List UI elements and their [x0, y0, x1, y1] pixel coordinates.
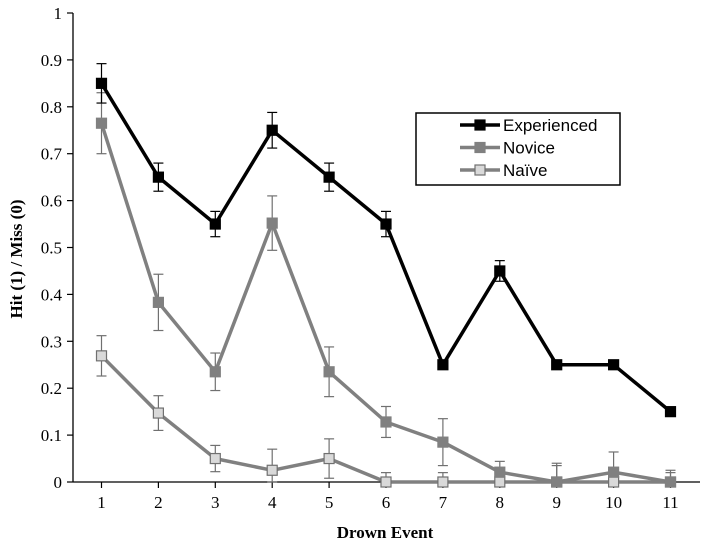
data-point	[323, 171, 335, 183]
data-point	[266, 464, 278, 476]
x-tick-label: 11	[662, 493, 678, 512]
data-point	[437, 436, 449, 448]
y-axis-title: Hit (1) / Miss (0)	[7, 200, 26, 319]
data-point	[494, 466, 506, 478]
data-point	[95, 350, 108, 362]
x-tick-label: 10	[605, 493, 622, 512]
y-tick-label: 0.9	[41, 51, 62, 70]
legend-marker	[474, 141, 486, 154]
data-point	[95, 77, 108, 89]
y-tick-label: 0.2	[41, 379, 62, 398]
axes: 00.10.20.30.40.50.60.70.80.911 2 3 4 5 6 7 8 9 10…	[41, 4, 700, 512]
data-point	[380, 218, 392, 230]
x-tick-label: 9	[552, 493, 561, 512]
data-point	[266, 217, 278, 229]
data-point	[209, 218, 221, 230]
data-point	[494, 476, 506, 488]
data-point	[323, 366, 335, 378]
data-point	[437, 476, 449, 488]
y-tick-label: 0.3	[41, 332, 62, 351]
y-tick-label: 0	[54, 473, 63, 492]
data-point	[152, 171, 164, 183]
legend-marker	[474, 119, 486, 131]
data-point	[380, 476, 392, 488]
data-point	[266, 124, 278, 136]
y-tick-label: 0.6	[41, 192, 62, 211]
data-point	[209, 452, 221, 465]
data-point	[209, 366, 221, 378]
y-tick-label: 0.1	[41, 426, 62, 445]
legend-frame	[415, 112, 621, 186]
data-point	[152, 296, 164, 308]
x-tick-label: 8	[496, 493, 505, 512]
data-point	[607, 466, 620, 478]
data-point	[664, 406, 677, 418]
data-point	[95, 117, 108, 129]
x-axis-title: Drown Event	[337, 523, 434, 542]
data-point	[607, 476, 620, 488]
x-tick-label: 6	[382, 493, 391, 512]
data-point	[152, 407, 164, 419]
data-point	[664, 476, 677, 488]
y-tick-label: 1	[54, 4, 63, 23]
y-tick-label: 0.8	[41, 98, 62, 117]
data-point	[437, 359, 449, 371]
data-markers	[95, 77, 677, 488]
data-point	[607, 359, 620, 371]
data-point	[380, 416, 392, 428]
y-tick-label: 0.5	[41, 239, 62, 258]
x-tick-label: 5	[325, 493, 334, 512]
data-point	[551, 359, 563, 371]
data-point	[494, 265, 506, 277]
legend-label: Naïve	[503, 161, 547, 180]
x-tick-label: 7	[439, 493, 448, 512]
x-tick-label: 2	[154, 493, 163, 512]
legend-marker	[474, 164, 486, 176]
y-tick-label: 0.4	[41, 285, 63, 304]
y-tick-label: 0.7	[41, 145, 63, 164]
legend-label: Experienced	[503, 116, 598, 135]
x-tick-label: 3	[211, 493, 220, 512]
data-point	[323, 452, 335, 465]
x-tick-label: 4	[268, 493, 277, 512]
legend: Experienced Novice Naïve	[415, 112, 621, 186]
x-tick-label: 1	[97, 493, 106, 512]
legend-label: Novice	[503, 139, 555, 158]
data-point	[551, 476, 563, 488]
